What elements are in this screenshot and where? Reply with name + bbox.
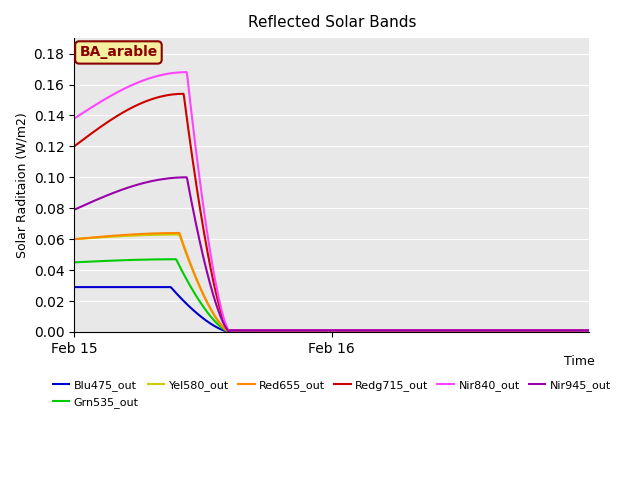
Text: BA_arable: BA_arable (79, 46, 157, 60)
Red655_out (473, 327, 481, 333)
Text: Time: Time (564, 356, 595, 369)
Red655_out (425, 327, 433, 333)
Nir945_out (70, 207, 78, 213)
Red655_out (175, 230, 182, 236)
Redg715_out (180, 91, 188, 96)
Red655_out (70, 236, 78, 242)
Grn535_out (225, 329, 233, 335)
Nir840_out (473, 327, 481, 333)
Red655_out (225, 329, 233, 335)
Nir945_out (425, 327, 433, 333)
Redg715_out (483, 327, 490, 333)
Nir840_out (586, 327, 593, 333)
Redg715_out (280, 327, 287, 333)
Nir840_out (225, 329, 233, 335)
Line: Nir945_out: Nir945_out (74, 177, 589, 332)
Yel580_out (280, 327, 287, 333)
Redg715_out (425, 327, 433, 333)
Legend: Blu475_out, Grn535_out, Yel580_out, Red655_out, Redg715_out, Nir840_out, Nir945_: Blu475_out, Grn535_out, Yel580_out, Red6… (48, 376, 616, 412)
Line: Yel580_out: Yel580_out (74, 235, 589, 332)
Yel580_out (123, 233, 131, 239)
Grn535_out (70, 260, 78, 265)
Blu475_out (225, 329, 233, 335)
Blu475_out (482, 327, 490, 333)
Nir840_out (298, 327, 306, 333)
Blu475_out (279, 327, 287, 333)
Nir945_out (183, 174, 191, 180)
Red655_out (123, 232, 131, 238)
Title: Reflected Solar Bands: Reflected Solar Bands (248, 15, 416, 30)
Redg715_out (70, 144, 78, 149)
Redg715_out (298, 327, 306, 333)
Line: Blu475_out: Blu475_out (74, 287, 589, 332)
Nir945_out (483, 327, 490, 333)
Redg715_out (473, 327, 481, 333)
Grn535_out (483, 327, 490, 333)
Grn535_out (298, 327, 306, 333)
Yel580_out (586, 327, 593, 333)
Grn535_out (280, 327, 287, 333)
Nir945_out (225, 329, 233, 335)
Yel580_out (298, 327, 306, 333)
Nir945_out (123, 185, 131, 191)
Nir840_out (183, 69, 191, 75)
Red655_out (280, 327, 287, 333)
Grn535_out (172, 256, 180, 262)
Redg715_out (586, 327, 593, 333)
Yel580_out (175, 232, 182, 238)
Yel580_out (473, 327, 481, 333)
Nir945_out (473, 327, 481, 333)
Line: Redg715_out: Redg715_out (74, 94, 589, 332)
Nir945_out (586, 327, 593, 333)
Y-axis label: Solar Raditaion (W/m2): Solar Raditaion (W/m2) (15, 112, 28, 258)
Nir840_out (70, 116, 78, 121)
Red655_out (483, 327, 490, 333)
Line: Red655_out: Red655_out (74, 233, 589, 332)
Grn535_out (473, 327, 481, 333)
Yel580_out (70, 236, 78, 242)
Nir945_out (280, 327, 287, 333)
Yel580_out (425, 327, 433, 333)
Nir840_out (483, 327, 490, 333)
Blu475_out (70, 284, 78, 290)
Yel580_out (483, 327, 490, 333)
Blu475_out (472, 327, 480, 333)
Line: Grn535_out: Grn535_out (74, 259, 589, 332)
Redg715_out (123, 108, 131, 113)
Blu475_out (586, 327, 593, 333)
Nir840_out (280, 327, 287, 333)
Line: Nir840_out: Nir840_out (74, 72, 589, 332)
Yel580_out (225, 329, 233, 335)
Red655_out (586, 327, 593, 333)
Nir840_out (425, 327, 433, 333)
Grn535_out (586, 327, 593, 333)
Blu475_out (298, 327, 305, 333)
Nir840_out (123, 84, 131, 90)
Grn535_out (425, 327, 433, 333)
Redg715_out (225, 329, 233, 335)
Nir945_out (298, 327, 306, 333)
Blu475_out (424, 327, 432, 333)
Grn535_out (123, 257, 131, 263)
Blu475_out (123, 284, 131, 290)
Red655_out (298, 327, 306, 333)
